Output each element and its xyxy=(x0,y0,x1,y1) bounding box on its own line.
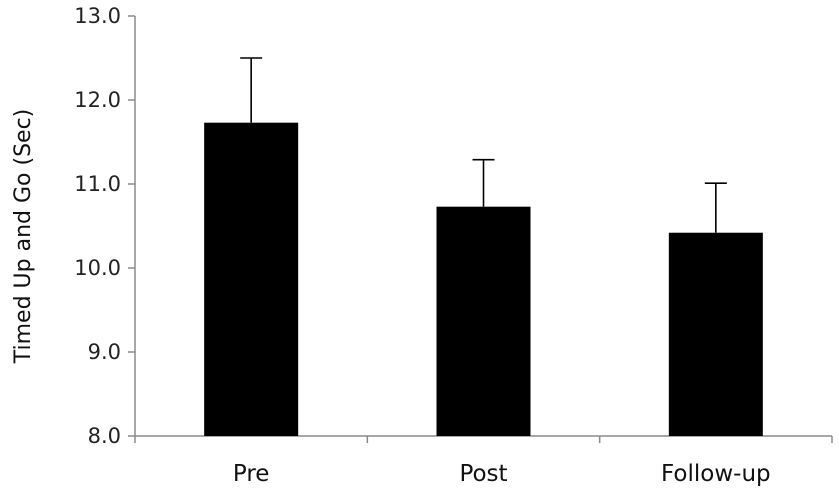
y-tick-label: 10.0 xyxy=(74,256,121,280)
y-tick-label: 12.0 xyxy=(74,88,121,112)
category-label: Post xyxy=(459,461,507,487)
bar-post xyxy=(436,206,531,436)
bar-pre xyxy=(204,122,299,437)
error-bars xyxy=(240,57,727,233)
y-tick-label: 11.0 xyxy=(74,172,121,196)
y-tick-label: 13.0 xyxy=(74,4,121,28)
x-axis xyxy=(134,435,833,443)
category-labels: Pre Post Follow-up xyxy=(233,461,771,487)
y-tick-label: 8.0 xyxy=(88,424,121,448)
category-label: Follow-up xyxy=(661,461,771,487)
bars xyxy=(204,122,763,437)
y-axis: 8.0 9.0 10.0 11.0 12.0 13.0 xyxy=(74,4,136,448)
bar-follow-up xyxy=(668,232,763,436)
y-tick-label: 9.0 xyxy=(88,340,121,364)
y-axis-title: Timed Up and Go (Sec) xyxy=(11,109,36,365)
category-label: Pre xyxy=(233,461,270,487)
